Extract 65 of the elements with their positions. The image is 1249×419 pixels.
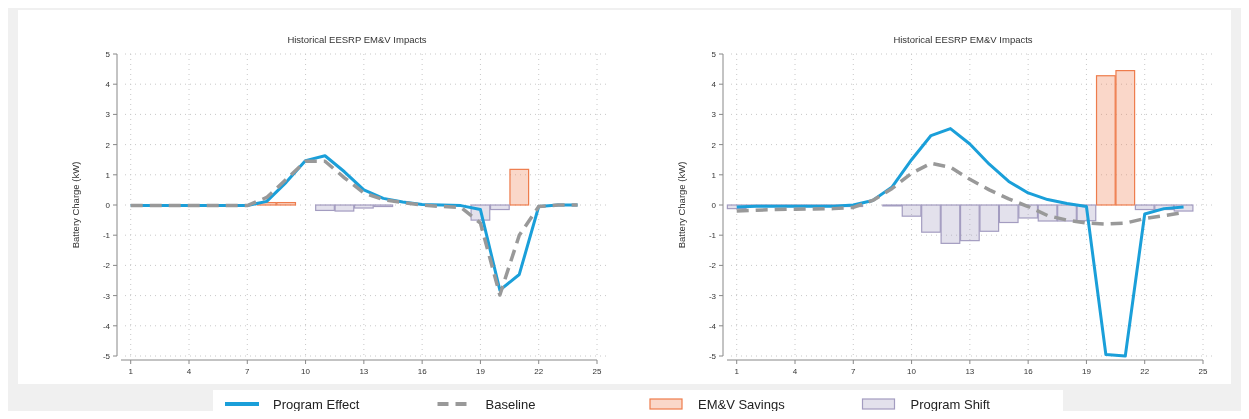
bar bbox=[1115, 70, 1136, 206]
x-tick-label: 7 bbox=[245, 367, 251, 376]
y-tick-label: 4 bbox=[711, 80, 717, 90]
y-tick-label: 3 bbox=[711, 110, 717, 120]
y-tick-label: 5 bbox=[711, 50, 717, 59]
bar bbox=[998, 204, 1019, 224]
y-tick-label: -2 bbox=[102, 261, 111, 271]
x-tick-label: 10 bbox=[301, 367, 311, 376]
bar bbox=[959, 204, 980, 242]
y-tick-label: -1 bbox=[708, 231, 717, 241]
x-tick-label: 13 bbox=[359, 367, 369, 376]
bar bbox=[353, 204, 374, 209]
bar bbox=[940, 204, 961, 244]
y-tick-label: 2 bbox=[711, 140, 717, 150]
x-tick-label: 1 bbox=[734, 367, 740, 376]
bar bbox=[276, 201, 297, 206]
legend-label: Program Shift bbox=[910, 397, 991, 412]
chart-title: Historical EESRP EM&V Impacts bbox=[893, 34, 1033, 45]
y-tick-label: -3 bbox=[708, 291, 717, 301]
legend-label: Program Effect bbox=[273, 397, 360, 412]
bar bbox=[489, 204, 510, 211]
x-tick-label: 22 bbox=[1140, 367, 1150, 376]
x-tick-label: 25 bbox=[592, 367, 602, 376]
y-tick-label: -1 bbox=[102, 231, 111, 241]
x-tick-label: 1 bbox=[128, 367, 134, 376]
y-axis-title: Battery Charge (kW) bbox=[676, 161, 687, 249]
legend-label: EM&V Savings bbox=[698, 397, 786, 412]
y-tick-label: 1 bbox=[105, 170, 111, 180]
y-tick-label: -2 bbox=[708, 261, 717, 271]
y-tick-label: -5 bbox=[708, 352, 717, 361]
bar bbox=[509, 168, 530, 206]
y-tick-label: -3 bbox=[102, 291, 111, 301]
y-tick-label: 1 bbox=[711, 170, 717, 180]
bar bbox=[979, 204, 1000, 232]
x-tick-label: 22 bbox=[534, 367, 544, 376]
legend-label: Baseline bbox=[485, 397, 536, 412]
x-tick-label: 25 bbox=[1198, 367, 1208, 376]
y-tick-label: 5 bbox=[105, 50, 111, 59]
x-tick-label: 13 bbox=[965, 367, 975, 376]
y-tick-label: -4 bbox=[102, 321, 111, 331]
bar bbox=[334, 204, 355, 212]
x-tick-label: 7 bbox=[851, 367, 857, 376]
bar bbox=[921, 204, 941, 233]
y-tick-label: 0 bbox=[105, 201, 111, 210]
bar bbox=[901, 204, 922, 217]
x-tick-label: 4 bbox=[186, 367, 192, 376]
x-tick-label: 10 bbox=[907, 367, 917, 376]
y-tick-label: 2 bbox=[105, 140, 111, 150]
bar bbox=[1095, 75, 1116, 206]
y-axis-title: Battery Charge (kW) bbox=[70, 161, 81, 249]
x-tick-label: 16 bbox=[1023, 367, 1034, 376]
y-tick-label: 0 bbox=[711, 201, 717, 210]
x-tick-label: 16 bbox=[417, 367, 428, 376]
x-tick-label: 19 bbox=[475, 367, 486, 376]
bar bbox=[1134, 204, 1155, 211]
x-tick-label: 4 bbox=[792, 367, 798, 376]
x-tick-label: 19 bbox=[1081, 367, 1092, 376]
y-tick-label: 4 bbox=[105, 80, 111, 90]
y-tick-label: -4 bbox=[708, 321, 717, 331]
y-tick-label: -5 bbox=[102, 352, 111, 361]
chart-title: Historical EESRP EM&V Impacts bbox=[287, 34, 427, 45]
line-series bbox=[735, 127, 1186, 358]
bar bbox=[1018, 204, 1039, 219]
y-tick-label: 3 bbox=[105, 110, 111, 120]
bar bbox=[315, 204, 335, 212]
